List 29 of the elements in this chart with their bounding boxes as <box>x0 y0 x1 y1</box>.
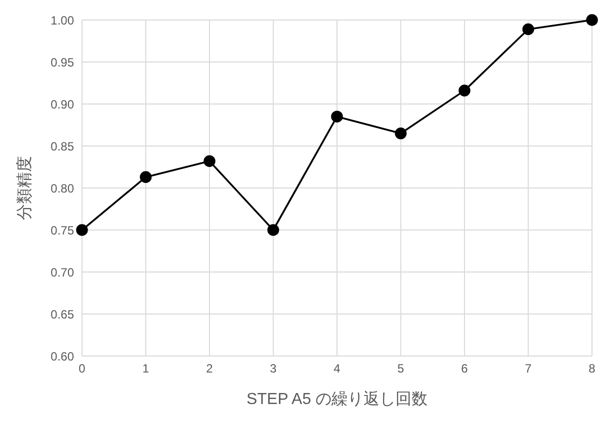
y-tick-label: 0.60 <box>50 349 74 364</box>
y-tick-label: 0.95 <box>50 55 74 70</box>
x-tick-label: 3 <box>270 362 277 376</box>
point <box>140 171 152 183</box>
point <box>394 128 407 140</box>
x-tick-label: 8 <box>588 362 596 376</box>
x-tick-label: 7 <box>524 362 532 376</box>
x-tick-label: 4 <box>334 362 341 376</box>
x-tick-label: 0 <box>78 362 86 376</box>
x-tick-label: 1 <box>142 362 150 376</box>
point <box>267 224 280 236</box>
x-tick-label: 5 <box>397 362 404 376</box>
y-tick-label: 0.85 <box>50 139 74 154</box>
point <box>331 110 343 122</box>
y-tick-label: 0.70 <box>50 265 74 280</box>
y-tick-label: 0.80 <box>50 181 74 196</box>
y-tick-label: 1.00 <box>50 13 74 28</box>
x-axis-title: STEP A5 の繰り返し回数 <box>246 390 428 408</box>
point <box>76 224 88 236</box>
point <box>458 84 470 96</box>
y-tick-label: 0.65 <box>50 307 74 322</box>
point <box>586 14 598 26</box>
y-tick-label: 0.75 <box>50 223 74 238</box>
point <box>204 155 216 168</box>
y-tick-label: 0.90 <box>50 97 74 112</box>
x-tick-label: 2 <box>206 362 214 376</box>
y-axis-title: 分類精度 <box>16 156 34 220</box>
point <box>522 23 534 36</box>
x-tick-label: 6 <box>461 362 468 376</box>
